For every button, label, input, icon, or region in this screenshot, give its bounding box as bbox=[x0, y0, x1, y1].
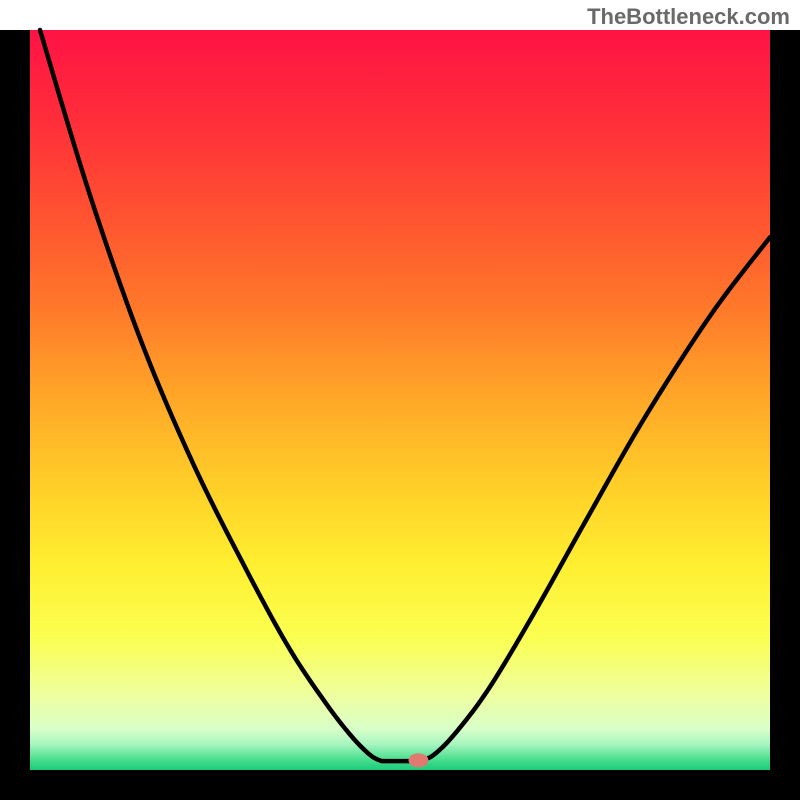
bottleneck-chart bbox=[0, 0, 800, 800]
chart-container: TheBottleneck.com bbox=[0, 0, 800, 800]
watermark-text: TheBottleneck.com bbox=[587, 4, 790, 30]
optimal-point-marker bbox=[409, 753, 429, 767]
